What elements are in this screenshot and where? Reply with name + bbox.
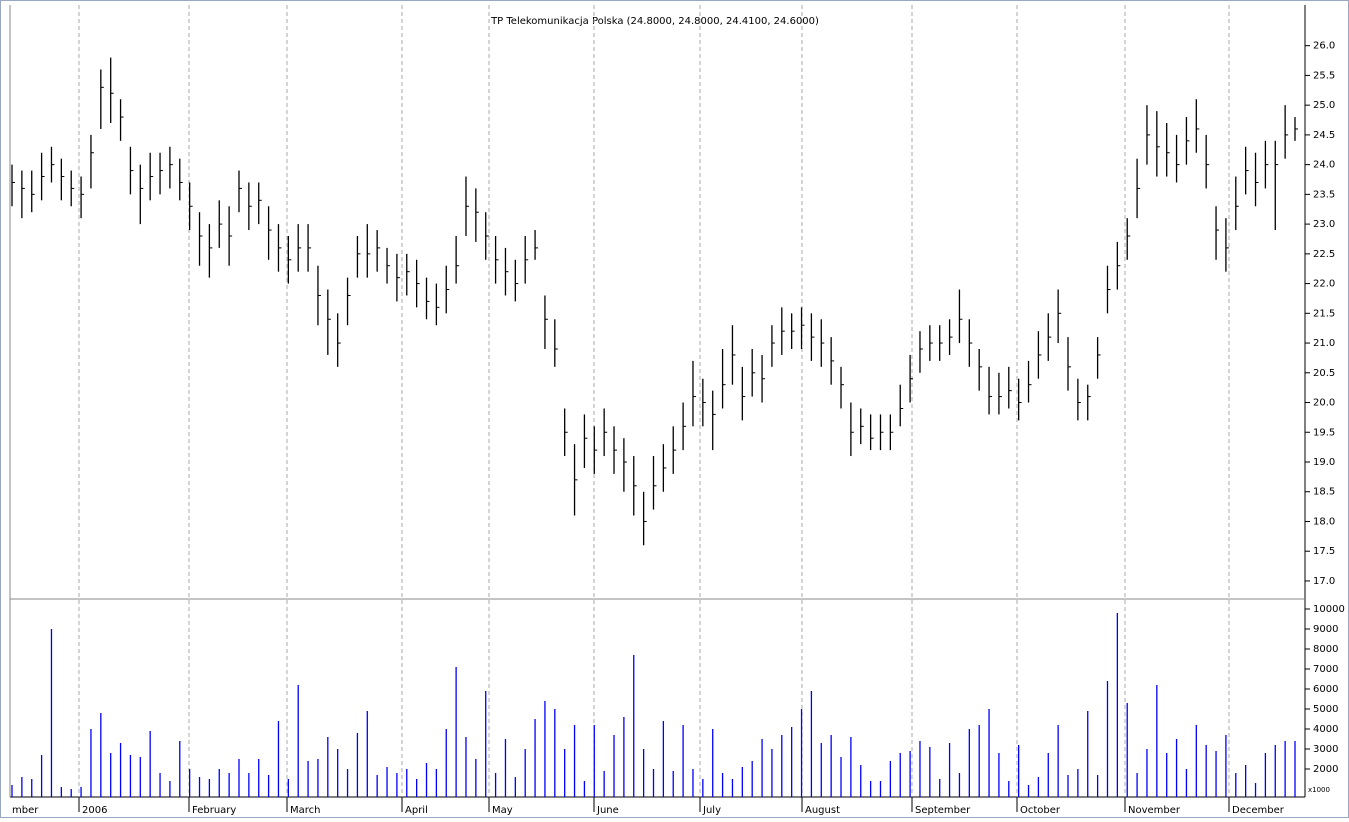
y-tick-label: 26.0 <box>1313 41 1335 52</box>
y2-tick-label: 3000 <box>1313 744 1338 755</box>
x-tick-label: September <box>915 805 971 816</box>
y2-tick-label: 5000 <box>1313 704 1338 715</box>
chart-title: TP Telekomunikacja Polska (24.8000, 24.8… <box>490 16 819 27</box>
x-tick-label: February <box>192 805 236 816</box>
x-tick-label: 2006 <box>82 805 107 816</box>
x-tick-label: November <box>1128 805 1181 816</box>
y2-tick-label: 6000 <box>1313 684 1338 695</box>
y2-tick-label: 9000 <box>1313 624 1338 635</box>
y-tick-label: 17.0 <box>1313 576 1335 587</box>
y-tick-label: 25.0 <box>1313 100 1335 111</box>
y-tick-label: 18.5 <box>1313 487 1335 498</box>
y-tick-label: 24.0 <box>1313 160 1335 171</box>
x-tick-label: October <box>1020 805 1061 816</box>
volume-unit: x1000 <box>1308 786 1330 794</box>
y-tick-label: 19.0 <box>1313 457 1335 468</box>
y-tick-label: 25.5 <box>1313 70 1335 81</box>
x-tick-label: December <box>1232 805 1285 816</box>
y-tick-label: 22.0 <box>1313 279 1335 290</box>
y-tick-label: 24.5 <box>1313 130 1335 141</box>
y2-tick-label: 7000 <box>1313 664 1338 675</box>
y-tick-label: 21.5 <box>1313 308 1335 319</box>
y-tick-label: 22.5 <box>1313 249 1335 260</box>
x-tick-label: May <box>492 805 513 816</box>
x-tick-label: March <box>290 805 320 816</box>
x-tick-label: June <box>596 805 619 816</box>
y-tick-label: 17.5 <box>1313 546 1335 557</box>
x-tick-label: mber <box>12 805 39 816</box>
y-tick-label: 20.5 <box>1313 368 1335 379</box>
y-tick-label: 21.0 <box>1313 338 1335 349</box>
y2-tick-label: 8000 <box>1313 644 1338 655</box>
y-tick-label: 20.0 <box>1313 398 1335 409</box>
y-tick-label: 23.0 <box>1313 219 1335 230</box>
y2-tick-label: 2000 <box>1313 764 1338 775</box>
x-tick-label: April <box>405 805 428 816</box>
y-tick-label: 18.0 <box>1313 516 1335 527</box>
y2-tick-label: 10000 <box>1313 604 1345 615</box>
x-tick-label: July <box>702 805 721 816</box>
x-tick-label: August <box>805 805 840 816</box>
y2-tick-label: 4000 <box>1313 724 1338 735</box>
y-tick-label: 23.5 <box>1313 189 1335 200</box>
y-tick-label: 19.5 <box>1313 427 1335 438</box>
